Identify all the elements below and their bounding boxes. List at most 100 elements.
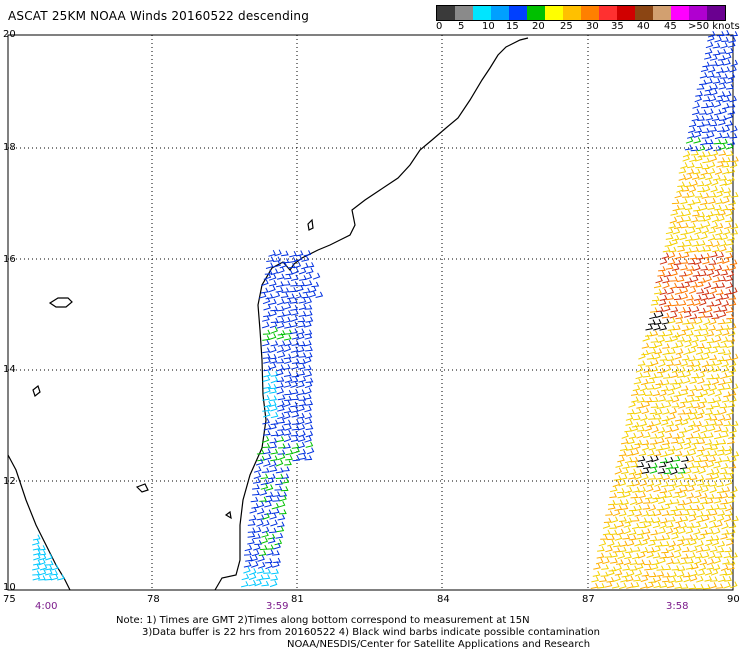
wind-barb [277,514,286,521]
wind-barb [283,443,291,449]
wind-barb [659,521,667,529]
wind-barb [283,371,292,377]
wind-barb [663,271,672,278]
wind-barb [714,426,722,433]
wind-barb [599,576,607,583]
wind-barb [713,139,722,145]
wind-barb [32,538,40,546]
wind-barb [701,360,710,368]
wind-barb [273,557,281,563]
wind-barb [655,372,664,378]
wind-barb [698,173,706,180]
wind-barb [647,510,656,517]
wind-barb [301,262,309,270]
wind-barb [720,533,728,540]
wind-barb [657,467,666,474]
wind-barb [618,546,627,553]
wind-barb [653,509,662,517]
wind-barb [643,559,652,566]
wind-barb [258,550,267,557]
wind-barb [728,263,737,271]
wind-barb [678,167,687,174]
wind-barb [716,547,725,553]
lon-label: 90 [727,594,740,605]
wind-barb [673,359,682,366]
wind-barb [666,360,675,367]
pass-time: 3:59 [266,601,289,612]
wind-barb [297,341,306,347]
wind-barb [610,557,618,564]
wind-barb [621,431,629,439]
wind-barb [665,227,674,235]
wind-barb [262,353,271,359]
wind-barb [665,233,674,240]
wind-barb [689,384,698,392]
wind-barb [667,251,676,259]
legend-swatch [437,6,455,20]
wind-barb [678,329,687,337]
wind-barb [709,354,718,361]
wind-barb [672,433,681,439]
wind-barb [671,424,680,432]
wind-barb [643,366,652,373]
wind-barb [283,429,292,436]
wind-barb [298,303,307,311]
wind-barb [290,376,299,383]
wind-barb [701,127,710,133]
wind-barb [674,352,682,360]
wind-barb [626,510,635,517]
wind-barb [675,341,684,348]
wind-barb [676,282,685,288]
wind-barb [706,131,715,139]
wind-barb [263,303,271,311]
wind-barb [277,500,286,508]
wind-barb [675,516,683,524]
wind-barb [671,402,680,408]
wind-barb [257,561,266,569]
wind-barb [650,330,659,337]
wind-barb [658,461,667,468]
wind-barb [619,473,628,480]
wind-barb [283,273,292,280]
legend-swatch [527,6,545,20]
wind-barb [709,154,718,162]
wind-barb [706,432,714,439]
wind-barb [248,579,257,587]
wind-barb [714,433,722,440]
wind-barb [273,256,281,262]
wind-barb [722,66,730,73]
wind-barb [675,378,684,385]
wind-barb [715,420,724,426]
wind-barb [707,365,715,373]
wind-barb [632,546,641,552]
wind-barb [609,492,618,499]
wind-barb [637,360,646,366]
wind-barb [660,517,668,524]
wind-barb [297,281,306,287]
wind-barb [619,582,627,590]
wind-barb [276,316,285,324]
wind-barb [38,568,47,576]
wind-barb [638,522,647,529]
wind-barb [652,517,661,524]
wind-barb [275,467,284,474]
wind-barb [262,335,270,341]
wind-barb [661,510,670,517]
wind-barb [265,262,274,269]
wind-barb [681,186,690,192]
wind-barb [304,370,313,378]
wind-barb [270,326,278,334]
wind-barb [662,443,671,450]
wind-barb [277,394,286,401]
wind-barb [305,441,314,448]
wind-barb [665,426,673,433]
wind-barb [243,550,252,556]
wind-barb [709,126,718,132]
wind-barb [721,365,729,373]
wind-barb [698,564,707,571]
wind-barb [261,435,270,444]
wind-barb [686,299,695,307]
wind-barb [714,132,723,140]
wind-barb [276,358,285,364]
wind-barb [695,223,704,230]
